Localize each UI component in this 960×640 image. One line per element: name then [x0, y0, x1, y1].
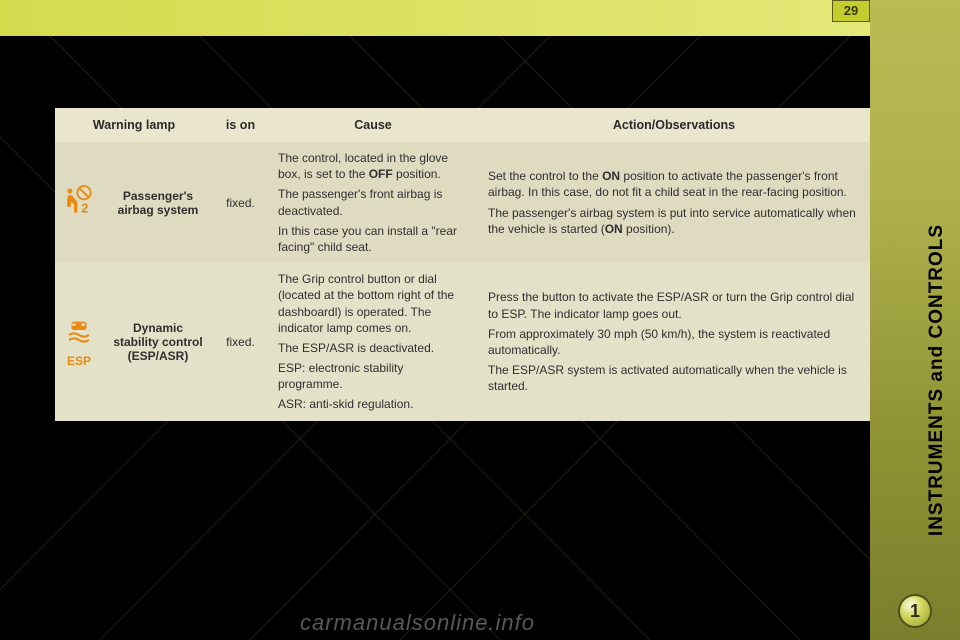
- watermark-text: carmanualsonline.info: [300, 610, 535, 636]
- row-ison: fixed.: [213, 263, 268, 421]
- section-title-vertical: INSTRUMENTS and CONTROLS: [922, 180, 952, 580]
- warning-lamp-table: Warning lamp is on Cause Action/Observat…: [55, 108, 870, 421]
- row-cause: The control, located in the glove box, i…: [268, 142, 478, 263]
- header-cause: Cause: [268, 108, 478, 142]
- page-root: 29 INSTRUMENTS and CONTROLS 1 Warning la…: [0, 0, 960, 640]
- row-action: Press the button to activate the ESP/ASR…: [478, 263, 870, 421]
- table-row: 2 Passenger's airbag system fixed. The c…: [55, 142, 870, 263]
- page-number: 29: [832, 0, 870, 22]
- row-label: Passenger's airbag system: [103, 142, 213, 263]
- row-cause: The Grip control button or dial (located…: [268, 263, 478, 421]
- row-ison: fixed.: [213, 142, 268, 263]
- airbag-off-icon: 2: [55, 142, 103, 263]
- right-side-panel: INSTRUMENTS and CONTROLS 1: [870, 0, 960, 640]
- row-label: Dynamic stability control (ESP/ASR): [103, 263, 213, 421]
- header-warning-lamp: Warning lamp: [55, 108, 213, 142]
- header-action: Action/Observations: [478, 108, 870, 142]
- table-row: ESP Dynamic stability control (ESP/ASR) …: [55, 263, 870, 421]
- top-accent-bar: 29: [0, 0, 870, 36]
- header-is-on: is on: [213, 108, 268, 142]
- table-header-row: Warning lamp is on Cause Action/Observat…: [55, 108, 870, 142]
- svg-text:2: 2: [81, 202, 88, 216]
- esp-text-icon: ESP: [57, 354, 101, 368]
- warning-lamp-table-container: Warning lamp is on Cause Action/Observat…: [55, 108, 870, 421]
- esp-icon: ESP: [55, 263, 103, 421]
- row-action: Set the control to the ON position to ac…: [478, 142, 870, 263]
- chapter-badge: 1: [898, 594, 932, 628]
